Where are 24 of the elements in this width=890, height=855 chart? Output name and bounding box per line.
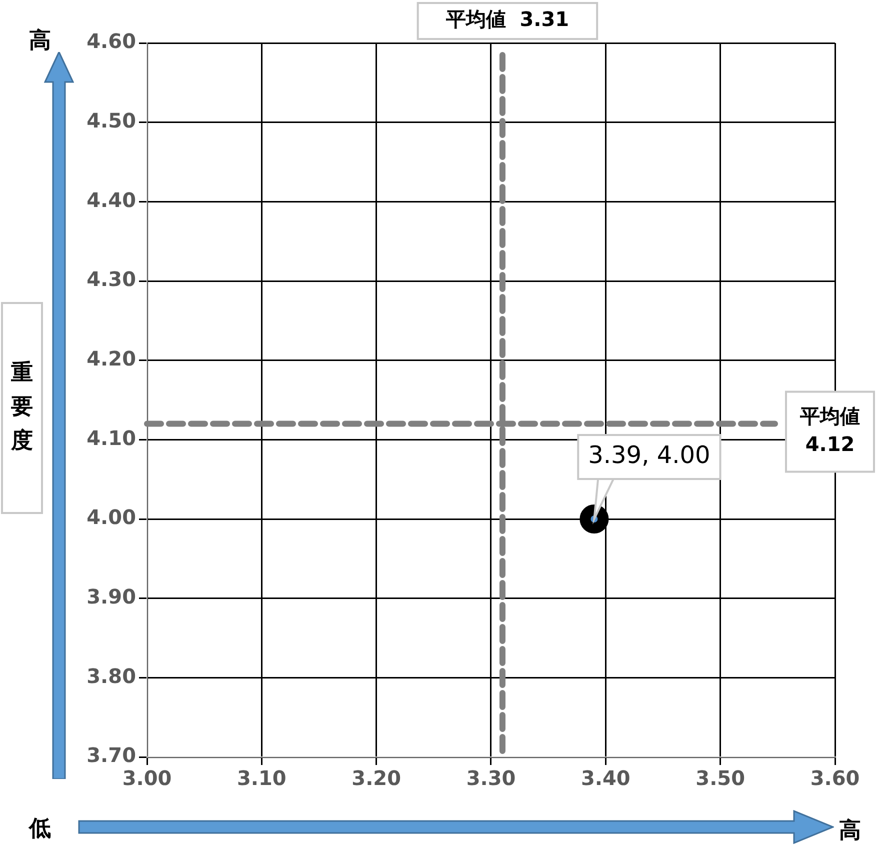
x-tick-label: 3.20 [352, 766, 402, 790]
y-tick-label: 4.10 [86, 426, 136, 450]
text: 低 [28, 816, 51, 842]
x-tick-label: 3.10 [236, 766, 286, 790]
y-tick-label: 4.30 [86, 267, 136, 292]
y-tick-label: 4.20 [86, 346, 136, 371]
y-tick-label: 3.90 [86, 584, 136, 609]
y-tick-label: 4.50 [86, 108, 136, 133]
y-tick-label: 3.80 [86, 664, 136, 688]
x-tick-label: 3.40 [580, 766, 630, 790]
text: 高 [839, 818, 861, 844]
x-tick-label: 3.30 [466, 766, 516, 790]
y-tick-label: 3.70 [86, 743, 136, 768]
data-label: 3.39, 4.00 [588, 441, 710, 470]
x-tick-label: 3.00 [122, 766, 172, 790]
y-tick-label: 4.40 [86, 188, 136, 212]
x-tick-label: 3.50 [696, 766, 746, 790]
y-axis-title: 重要度 [10, 360, 33, 454]
y-tick-label: 4.00 [86, 505, 136, 530]
ref-line-label: 平均値 4.12 [799, 404, 860, 456]
x-tick-label: 3.60 [810, 766, 860, 790]
text: 高 [29, 28, 51, 54]
y-tick-label: 4.60 [86, 29, 136, 54]
ref-line-label: 平均値 3.31 [444, 7, 570, 32]
